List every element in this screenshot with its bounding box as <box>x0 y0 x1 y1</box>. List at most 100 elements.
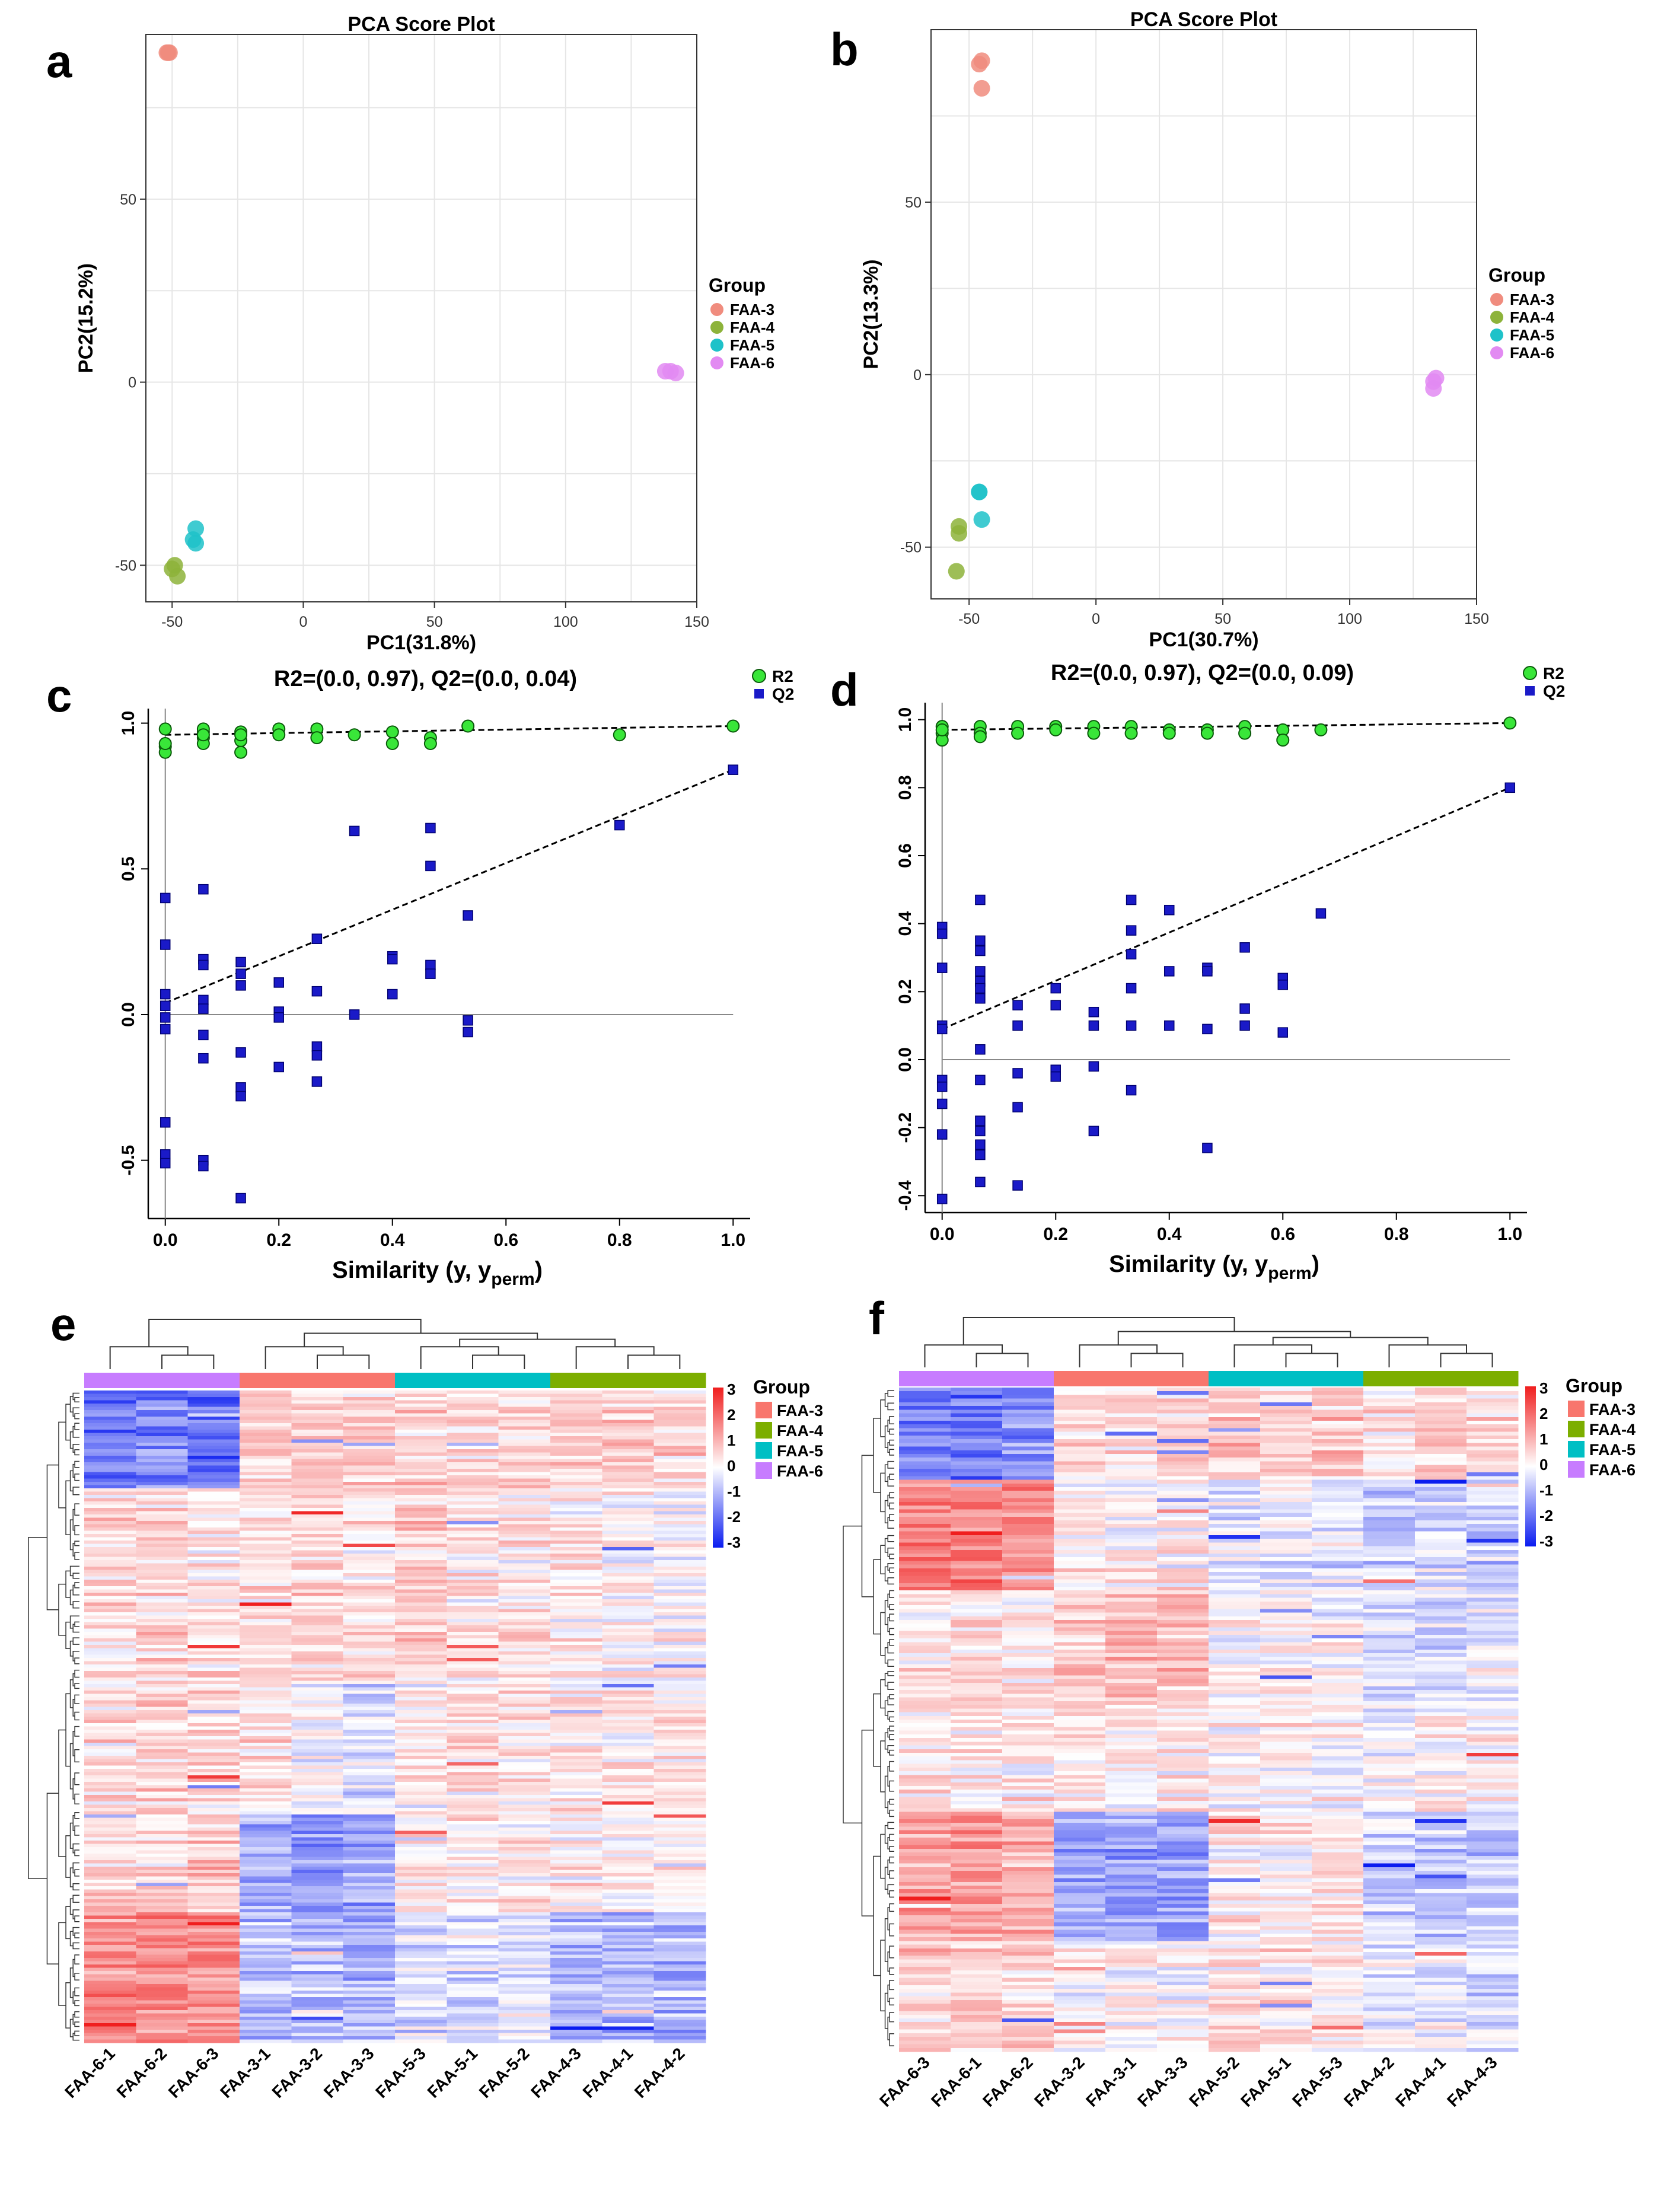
heatmap-cell <box>187 1674 240 1678</box>
heatmap-cell <box>602 2000 655 2004</box>
heatmap-cell <box>1415 1874 1467 1879</box>
heatmap-cell <box>136 1821 189 1825</box>
heatmap-cell <box>447 1514 499 1519</box>
heatmap-cell <box>395 1704 447 1708</box>
heatmap-cell <box>291 1452 344 1456</box>
heatmap-cell <box>951 1398 1003 1403</box>
heatmap-cell <box>951 1793 1003 1798</box>
heatmap-cell <box>240 1658 292 1662</box>
heatmap-cell <box>1260 1428 1312 1433</box>
heatmap-cell <box>1002 1483 1054 1488</box>
row-dendrogram-branch <box>58 1729 66 1857</box>
heatmap-cell <box>1054 1450 1106 1455</box>
heatmap-cell <box>951 1576 1003 1580</box>
heatmap-cell <box>395 1580 447 1584</box>
heatmap-cell <box>1467 1417 1519 1421</box>
heatmap-cell <box>240 1987 292 1991</box>
heatmap-cell <box>653 1713 706 1717</box>
heatmap-cell <box>395 1730 447 1734</box>
heatmap-cell <box>1209 1667 1261 1672</box>
heatmap-cell <box>602 1938 655 1943</box>
row-dendrogram-branch <box>74 1726 79 1737</box>
heatmap-cell <box>136 1756 189 1760</box>
heatmap-cell <box>1467 1546 1519 1551</box>
heatmap-cell <box>602 2017 655 2021</box>
heatmap-cell <box>1467 2011 1519 2015</box>
heatmap-cell <box>498 1426 551 1430</box>
heatmap-cell <box>1002 1491 1054 1495</box>
heatmap-cell <box>1467 1823 1519 1828</box>
heatmap-cell <box>84 2007 136 2011</box>
heatmap-cell <box>1209 1520 1261 1525</box>
heatmap-cell <box>899 1501 951 1506</box>
heatmap-cell <box>899 1826 951 1831</box>
heatmap-cell <box>951 1723 1003 1728</box>
heatmap-cell <box>395 1498 447 1502</box>
heatmap-cell <box>1467 1734 1519 1739</box>
heatmap-cell <box>1467 1959 1519 1964</box>
row-dendrogram-branch <box>72 1651 79 1661</box>
heatmap-cell <box>1363 1974 1416 1979</box>
heatmap-cell <box>550 1841 602 1845</box>
heatmap-cell <box>1312 1845 1364 1849</box>
heatmap-cell <box>899 1926 951 1931</box>
heatmap-cell <box>550 1991 602 1995</box>
heatmap-cell <box>1467 1941 1519 1946</box>
heatmap-cell <box>550 2023 602 2027</box>
column-label: FAA-4-2 <box>631 2044 688 2101</box>
heatmap-cell <box>343 1909 396 1913</box>
heatmap-cell <box>1415 1439 1467 1443</box>
heatmap-cell <box>1312 1697 1364 1702</box>
heatmap-cell <box>498 1746 551 1750</box>
heatmap-cell <box>395 1899 447 1903</box>
heatmap-cell <box>1260 1778 1312 1783</box>
heatmap-cell <box>291 1443 344 1447</box>
heatmap-cell <box>1209 1797 1261 1801</box>
plot-title: PCA Score Plot <box>348 13 495 36</box>
heatmap-cell <box>447 1638 499 1643</box>
heatmap-cell <box>1209 1860 1261 1864</box>
heatmap-cell <box>653 1834 706 1838</box>
heatmap-cell <box>899 1675 951 1680</box>
heatmap-cell <box>1467 1999 1519 2004</box>
heatmap-cell <box>899 1852 951 1857</box>
heatmap-cell <box>1002 1594 1054 1599</box>
legend-title: Group <box>753 1376 810 1398</box>
heatmap-cell <box>395 1632 447 1636</box>
heatmap-cell <box>187 1606 240 1610</box>
heatmap-cell <box>343 1511 396 1515</box>
heatmap-cell <box>1054 1398 1106 1403</box>
heatmap-cell <box>395 1980 447 1985</box>
heatmap-cell <box>136 1889 189 1893</box>
q2-point <box>311 1076 323 1087</box>
q2-point <box>936 1194 948 1204</box>
q2-point <box>975 1125 986 1137</box>
heatmap-cell <box>1157 1830 1209 1835</box>
heatmap-cell <box>136 1925 189 1930</box>
heatmap-cell <box>899 1576 951 1580</box>
heatmap-cell <box>550 1417 602 1421</box>
heatmap-cell <box>447 2033 499 2037</box>
heatmap-cell <box>1157 1738 1209 1742</box>
heatmap-cell <box>187 1883 240 1887</box>
heatmap-cell <box>951 1760 1003 1765</box>
heatmap-cell <box>653 2020 706 2024</box>
heatmap-cell <box>653 1830 706 1835</box>
heatmap-cell <box>447 1941 499 1946</box>
column-label: FAA-6-3 <box>165 2044 222 2101</box>
heatmap-cell <box>498 1769 551 1773</box>
heatmap-cell <box>240 1390 292 1395</box>
heatmap-cell <box>653 1423 706 1427</box>
dendrogram-branch <box>472 1354 525 1369</box>
row-dendrogram-branch <box>74 1449 79 1456</box>
heatmap-cell <box>291 2007 344 2011</box>
heatmap-cell <box>84 1801 136 1806</box>
heatmap-cell <box>343 1674 396 1678</box>
heatmap-cell <box>1105 1513 1158 1517</box>
heatmap-cell <box>1363 1564 1416 1569</box>
heatmap-cell <box>447 1954 499 1959</box>
heatmap-cell <box>343 1733 396 1737</box>
heatmap-cell <box>602 1967 655 1972</box>
heatmap-cell <box>1260 1812 1312 1816</box>
heatmap-cell <box>498 1961 551 1965</box>
